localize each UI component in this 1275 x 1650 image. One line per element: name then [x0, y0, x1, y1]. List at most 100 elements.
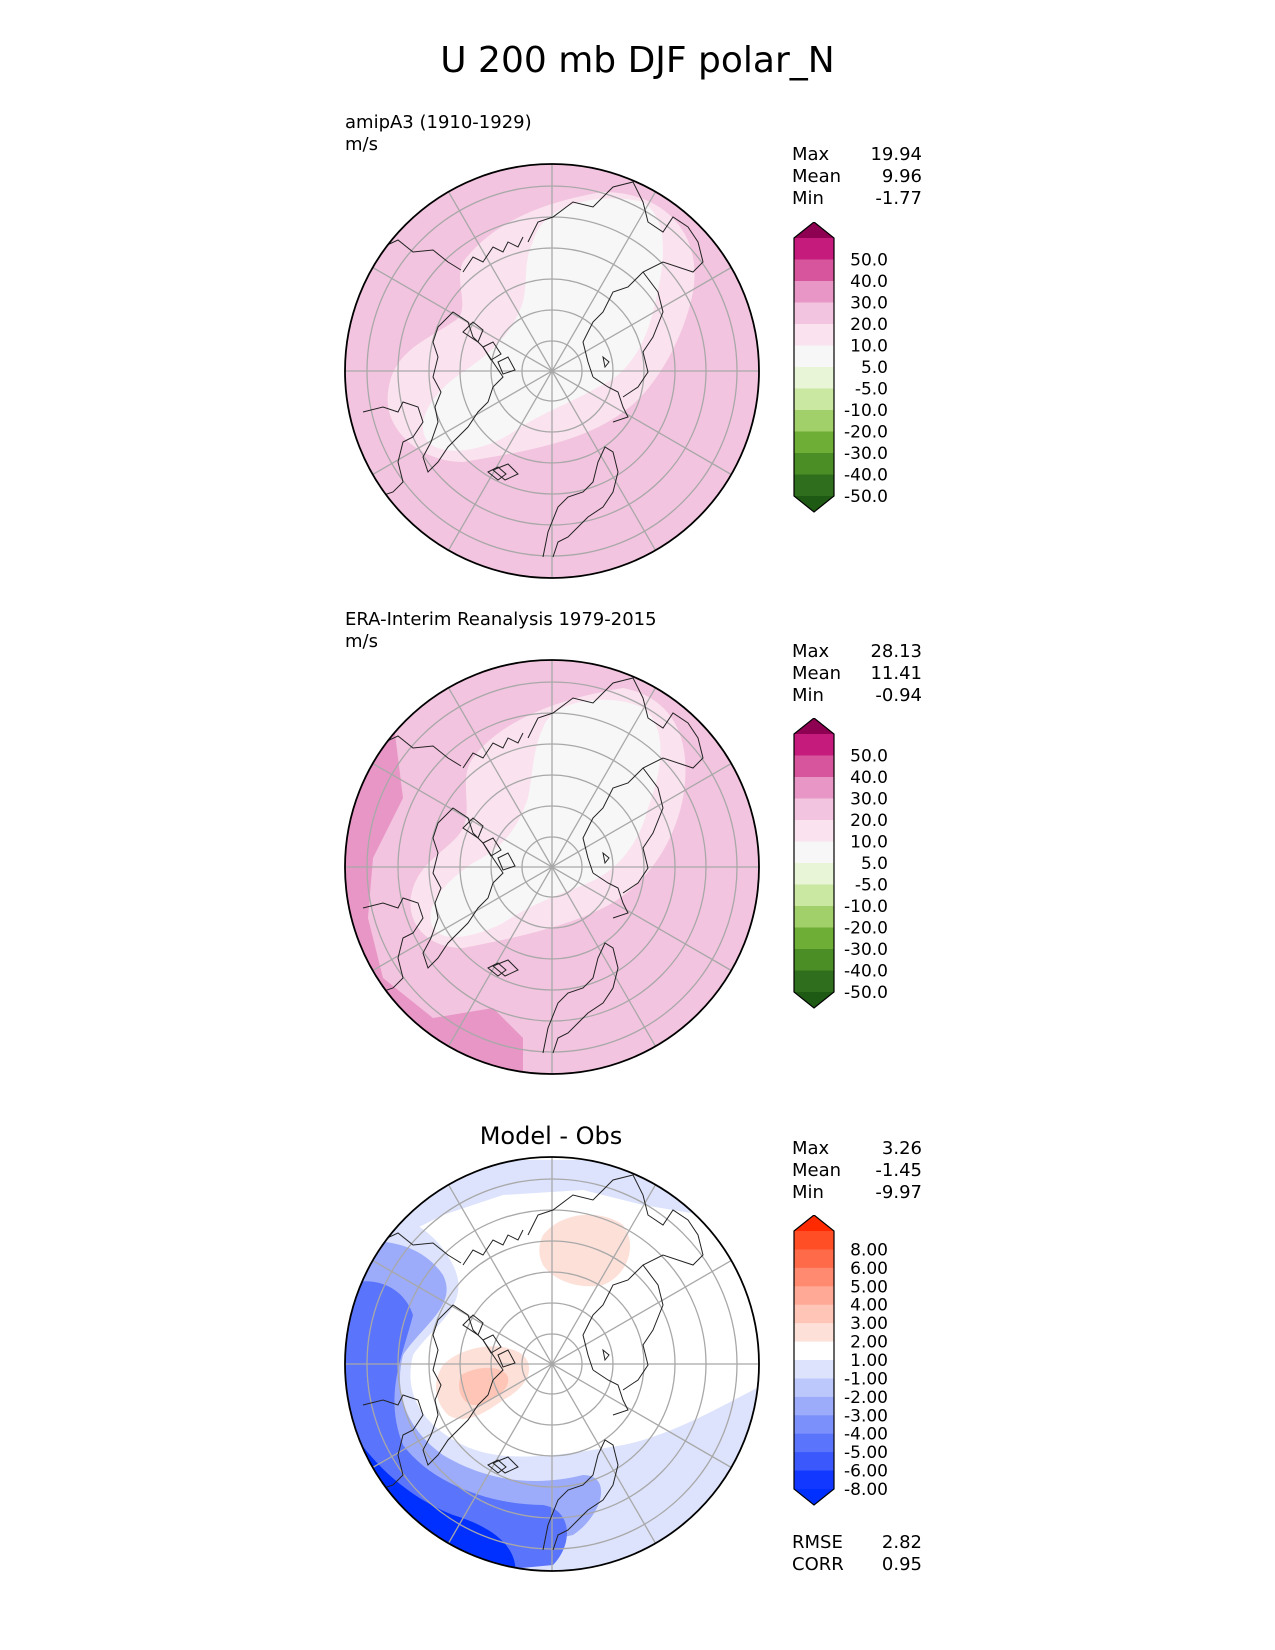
map-boundary [344, 1156, 760, 1572]
colorbar-obs-tick-label: 50.0 [850, 747, 888, 767]
stat-value: -1.77 [875, 188, 922, 209]
coastline-segment [592, 1369, 629, 1416]
colorbar-diff-tick-label: -2.00 [844, 1388, 888, 1408]
colorbar-obs-tick-label: -50.0 [844, 983, 888, 1003]
meridian-line [436, 1164, 668, 1564]
stat-value: -0.94 [875, 685, 922, 706]
colorbar-diff-segment [794, 1249, 834, 1269]
coastline-segment [602, 355, 610, 369]
colorbar-diff-tick-label: -6.00 [844, 1462, 888, 1482]
coastline-segment [497, 356, 516, 375]
colorbar-obs-segment [794, 734, 834, 756]
colorbar-diff-tick-label: -5.00 [844, 1443, 888, 1463]
colorbar-obs-tick-label: -5.0 [855, 876, 888, 896]
stat-name: Mean [792, 1160, 842, 1181]
colorbar-diff-tick-label: 6.00 [850, 1259, 888, 1279]
colorbar-model-segment [794, 431, 834, 454]
colorbar-model-outline [793, 222, 835, 513]
colorbar-model-tick-label: -5.0 [855, 380, 888, 400]
polar-map-difference [344, 1156, 760, 1572]
coastline-segment [622, 1264, 664, 1391]
colorbar-model-segment [794, 388, 834, 411]
stat-value: -1.45 [875, 1160, 922, 1181]
coastline-segment [462, 321, 484, 343]
metric-value: 0.95 [881, 1554, 922, 1575]
stat-name: Mean [792, 663, 842, 684]
panel-2-stats: Max 28.13 Mean 11.41 Min -0.94 [792, 641, 922, 707]
coastline-segment [482, 837, 502, 857]
coastline-segment [462, 732, 524, 769]
coastline-segment [527, 1174, 704, 1371]
colorbar-obs-segment [794, 841, 834, 864]
colorbar-obs-segment [794, 777, 834, 799]
colorbar-diff-tick-label: 1.00 [850, 1351, 888, 1371]
field-contour-white [422, 198, 663, 451]
colorbar-difference: 8.006.005.004.003.002.001.00-1.00-2.00-3… [793, 1215, 888, 1506]
colorbar-diff-tick-label: 4.00 [850, 1296, 888, 1316]
coastline-segment [542, 942, 619, 1054]
coastline-segment [462, 1314, 484, 1336]
coastline-segment [602, 851, 610, 865]
stat-value: 3.26 [881, 1138, 922, 1159]
coastline-segment [622, 271, 664, 398]
colorbar-model-tick-label: -30.0 [844, 444, 888, 464]
coastline-segment [422, 807, 504, 969]
coastline-segment [622, 767, 664, 894]
coastlines [362, 1174, 704, 1551]
panel-3-title: Model - Obs [479, 1122, 623, 1150]
colorbar-diff-segment [794, 1433, 834, 1453]
colorbar-model-segment [794, 302, 834, 325]
meridian-line [436, 667, 668, 1067]
colorbar-model-segment [794, 238, 834, 260]
colorbar-model-segment [794, 453, 834, 475]
colorbar-diff-segment [794, 1378, 834, 1398]
coastline-segment [362, 1394, 424, 1501]
coastline-segment [527, 677, 704, 874]
colorbar-obs-segment [794, 755, 834, 778]
colorbar-obs-tick-label: 5.0 [861, 854, 888, 874]
colorbar-model-tick-label: -10.0 [844, 401, 888, 421]
panel-2-units: m/s [345, 631, 378, 652]
colorbar-obs-tick-label: -20.0 [844, 919, 888, 939]
colorbar-model-tick-label: -50.0 [844, 487, 888, 507]
colorbar-obs-tick-label: -30.0 [844, 940, 888, 960]
coastlines [362, 677, 704, 1054]
coastline-segment [362, 897, 424, 1004]
coastline-segment [422, 311, 504, 473]
colorbar-obs-tick-label: 40.0 [850, 768, 888, 788]
colorbar-diff-segment [794, 1415, 834, 1435]
colorbar-model-segment [794, 367, 834, 389]
stat-name: Mean [792, 166, 842, 187]
colorbar-diff-tick-label: -4.00 [844, 1425, 888, 1445]
colorbar-obs-segment [794, 798, 834, 821]
panel-1-stats: Max 19.94 Mean 9.96 Min -1.77 [792, 144, 922, 210]
colorbar-model-tick-label: 30.0 [850, 294, 888, 314]
stat-name: Max [792, 144, 830, 165]
map-boundary [344, 659, 760, 1075]
coastline-segment [592, 376, 629, 423]
colorbar-obs-extend-max [794, 718, 834, 734]
colorbar-diff-segment [794, 1360, 834, 1379]
metric-value: 2.82 [881, 1532, 922, 1553]
colorbar-diff-segment [794, 1470, 834, 1490]
stat-name: Max [792, 1138, 830, 1159]
colorbar-model-segment [794, 345, 834, 368]
coastline-segment [487, 1459, 507, 1474]
coastline-segment [492, 1456, 519, 1474]
colorbar-obs-segment [794, 927, 834, 950]
colorbar-obs-tick-label: -10.0 [844, 897, 888, 917]
colorbar-model-tick-label: 20.0 [850, 315, 888, 335]
metric-name: CORR [792, 1554, 844, 1575]
colorbar-observations: 50.040.030.020.010.05.0-5.0-10.0-20.0-30… [793, 718, 888, 1009]
colorbar-model-segment [794, 410, 834, 432]
coastline-segment [487, 466, 507, 481]
colorbar-diff-tick-label: -3.00 [844, 1406, 888, 1426]
coastlines [362, 181, 704, 558]
coastline-segment [482, 341, 502, 361]
colorbar-model: 50.040.030.020.010.05.0-5.0-10.0-20.0-30… [793, 222, 888, 513]
coastline-segment [542, 446, 619, 558]
colorbar-obs-outline [793, 718, 835, 1009]
colorbar-diff-tick-label: -1.00 [844, 1369, 888, 1389]
panel-1-units: m/s [345, 134, 378, 155]
stat-name: Min [792, 685, 824, 706]
